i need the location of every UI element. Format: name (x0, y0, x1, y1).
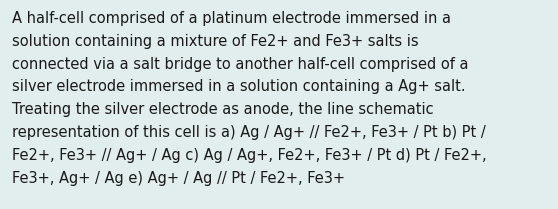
Text: A half-cell comprised of a platinum electrode immersed in a: A half-cell comprised of a platinum elec… (12, 11, 451, 26)
Text: Fe2+, Fe3+ // Ag+ / Ag c) Ag / Ag+, Fe2+, Fe3+ / Pt d) Pt / Fe2+,: Fe2+, Fe3+ // Ag+ / Ag c) Ag / Ag+, Fe2+… (12, 148, 487, 163)
Text: connected via a salt bridge to another half-cell comprised of a: connected via a salt bridge to another h… (12, 57, 469, 72)
Text: solution containing a mixture of Fe2+ and Fe3+ salts is: solution containing a mixture of Fe2+ an… (12, 34, 418, 49)
Text: Treating the silver electrode as anode, the line schematic: Treating the silver electrode as anode, … (12, 102, 434, 117)
Text: representation of this cell is a) Ag / Ag+ // Fe2+, Fe3+ / Pt b) Pt /: representation of this cell is a) Ag / A… (12, 125, 486, 140)
Text: Fe3+, Ag+ / Ag e) Ag+ / Ag // Pt / Fe2+, Fe3+: Fe3+, Ag+ / Ag e) Ag+ / Ag // Pt / Fe2+,… (12, 171, 345, 186)
Text: silver electrode immersed in a solution containing a Ag+ salt.: silver electrode immersed in a solution … (12, 79, 465, 94)
